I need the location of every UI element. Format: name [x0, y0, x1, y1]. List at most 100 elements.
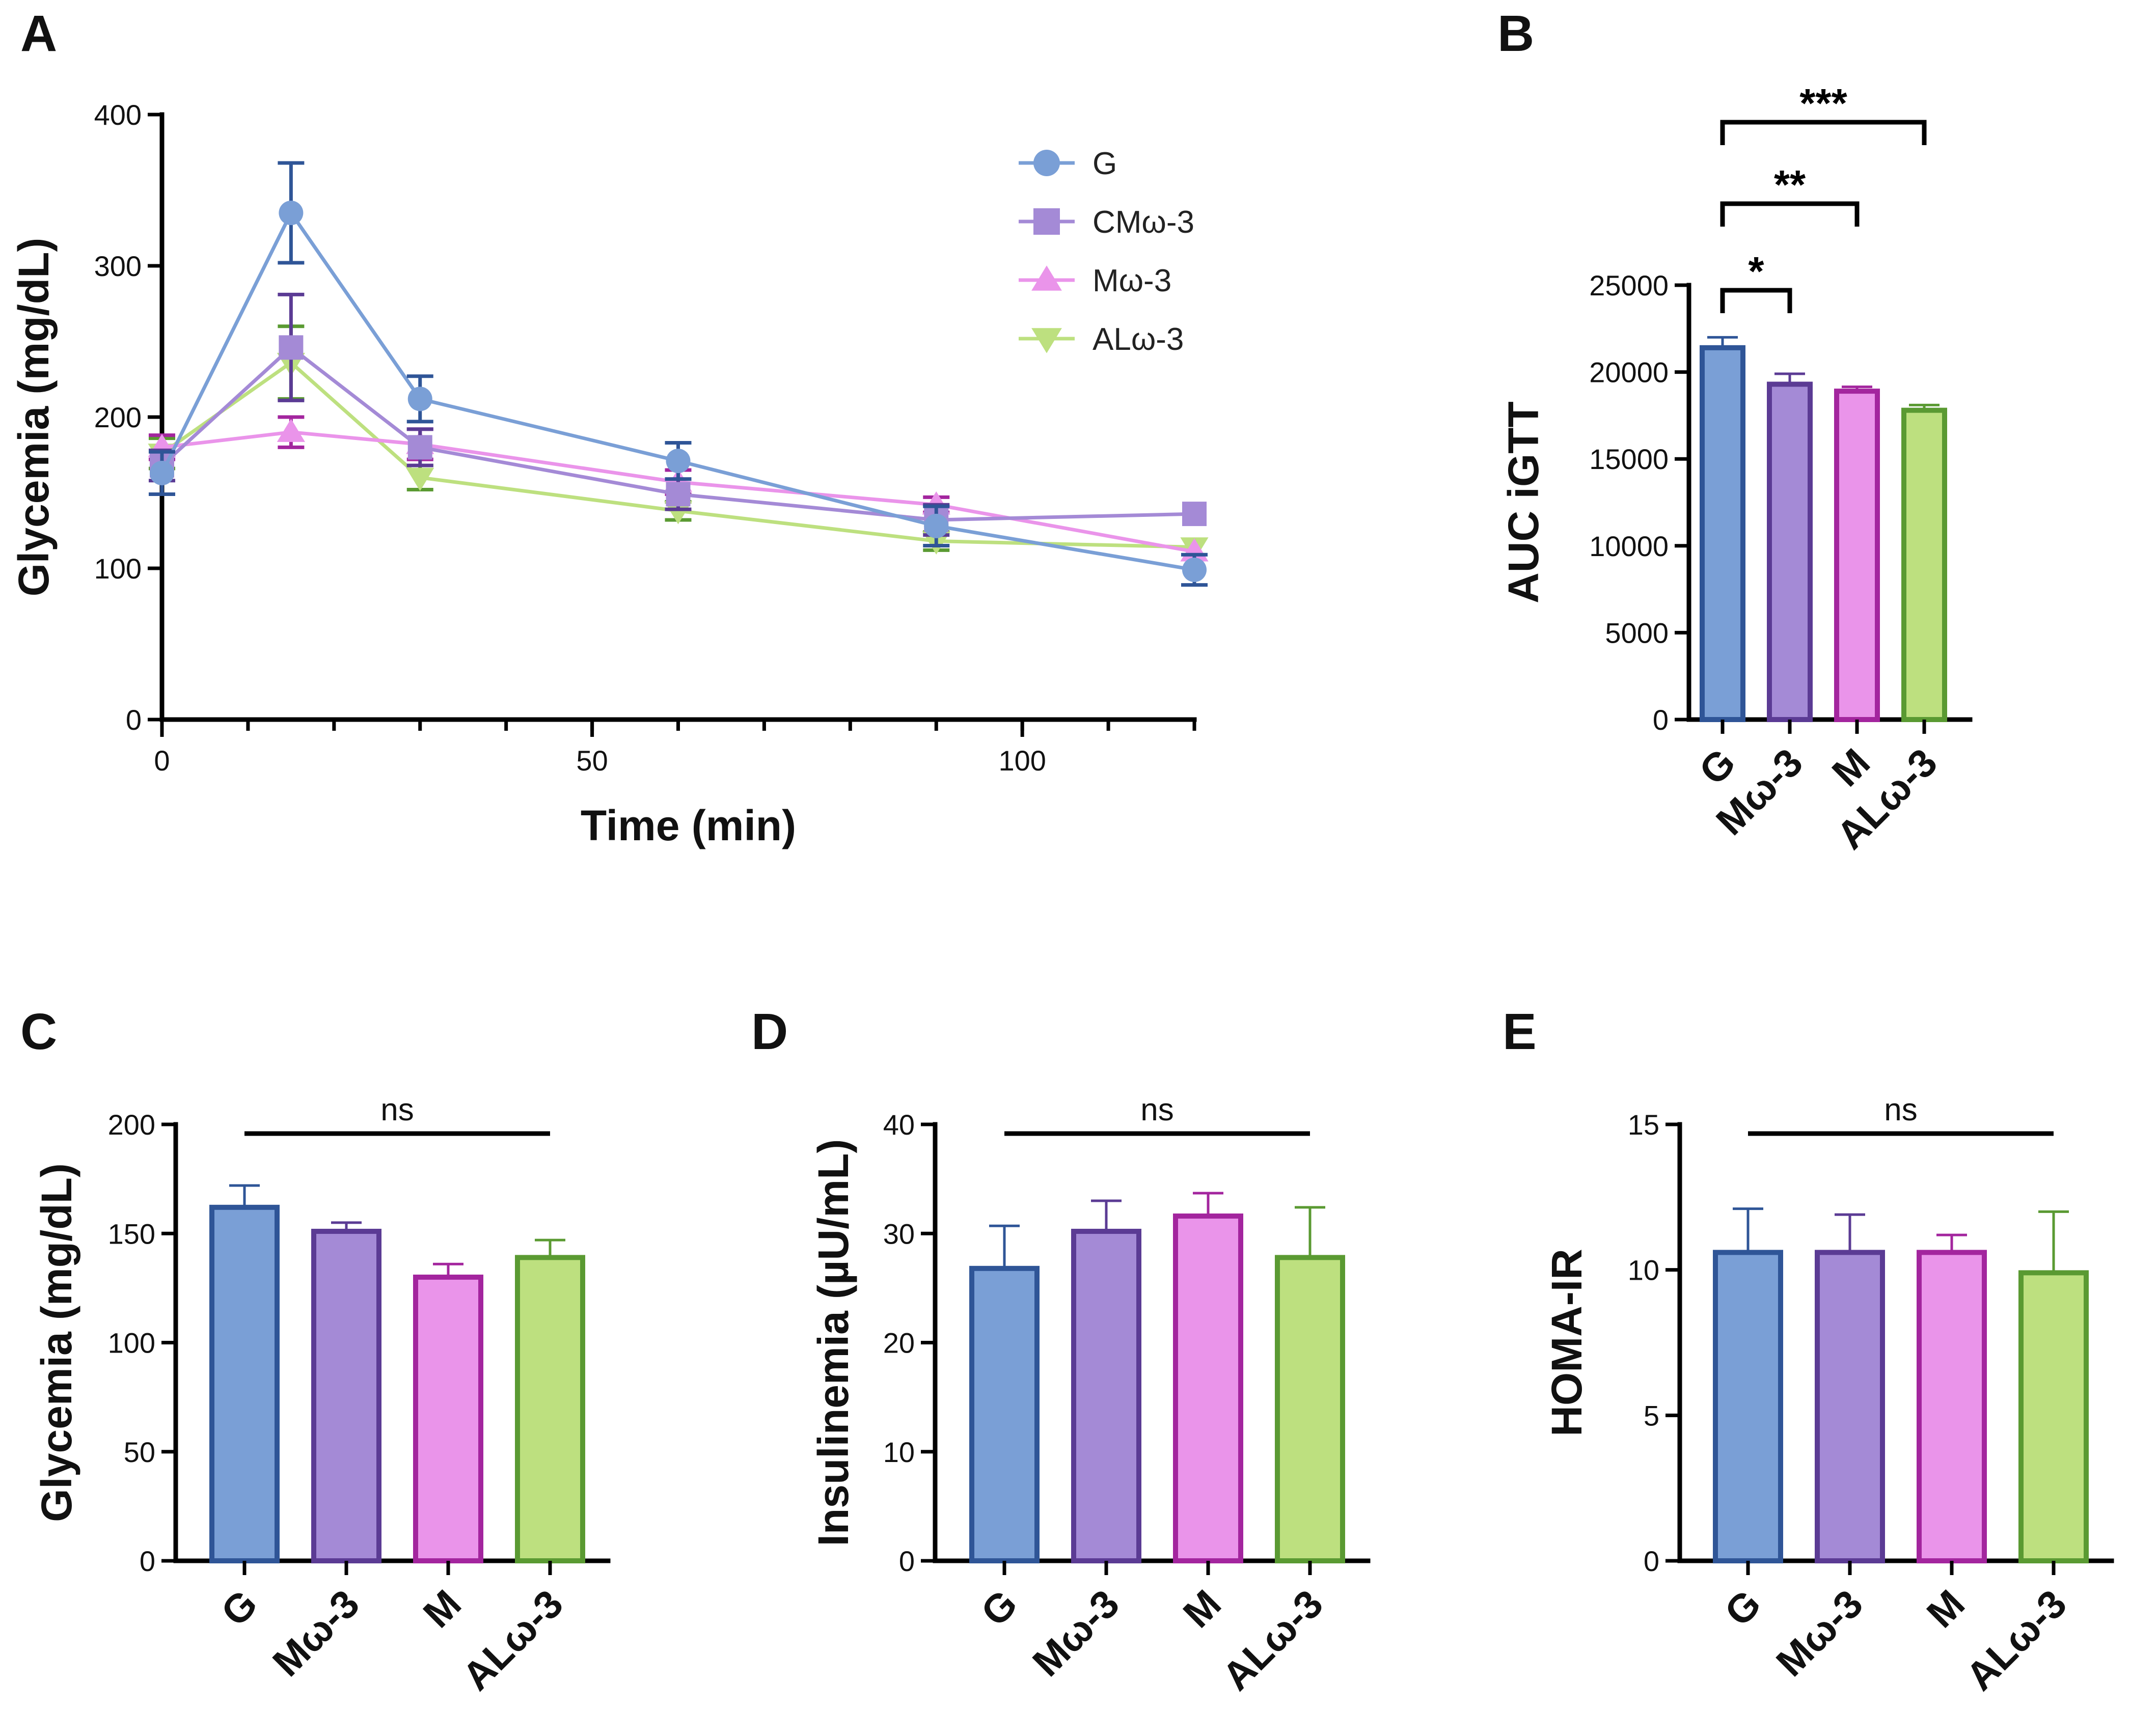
x-axis-title: Time (min): [581, 802, 796, 849]
data-point-triangle-up: [1031, 265, 1062, 291]
series-line: [160, 360, 1195, 549]
x-category-label: ALω-3: [454, 1581, 571, 1699]
data-point-triangle-down: [406, 467, 434, 491]
data-point-triangle-down: [1031, 328, 1062, 353]
x-category-label: ALω-3: [1214, 1581, 1331, 1699]
panel-letter-b: B: [1497, 5, 1534, 62]
y-tick-label: 10: [883, 1436, 915, 1468]
legend-item-CMw3: CMω-3: [1019, 205, 1194, 240]
panel-letter-d: D: [751, 1003, 788, 1060]
y-tick-label: 100: [94, 553, 142, 585]
bar-Mw3: [1173, 1213, 1243, 1563]
y-tick-label: 150: [108, 1218, 155, 1250]
data-point-square: [407, 435, 432, 460]
significance-bracket: [1720, 201, 1860, 227]
panel-d-bar-chart: D 0 10 20 30 40 Insulinemia (µU/mL) GMω-3 MALω-3…: [751, 1003, 1371, 1699]
bar-CMw3: [1071, 1228, 1141, 1564]
y-tick-label: 200: [108, 1109, 155, 1141]
x-tick-label: 50: [576, 745, 608, 777]
series-line: [161, 430, 1195, 554]
series-G: [149, 161, 1208, 587]
legend-item-Mw3: Mω-3: [1019, 263, 1171, 298]
legend-label: CMω-3: [1093, 205, 1194, 240]
bar-CMw3: [1767, 381, 1813, 722]
x-category-label: M: [1918, 1581, 1973, 1636]
ns-label: ns: [1884, 1092, 1917, 1127]
x-category-label: G: [972, 1581, 1026, 1635]
bar-G: [209, 1204, 280, 1564]
y-axis-title: HOMA-IR: [1543, 1249, 1591, 1437]
data-point-square: [1033, 208, 1060, 235]
y-tick-label: 0: [1644, 1545, 1659, 1577]
y-tick-label: 300: [94, 250, 142, 282]
y-tick-label: 15: [1628, 1109, 1659, 1141]
y-tick-label: 10000: [1589, 530, 1669, 562]
y-tick-label: 50: [124, 1436, 155, 1468]
data-point-square: [666, 482, 691, 507]
bar-ALw3: [1901, 407, 1947, 722]
data-point-circle: [150, 460, 174, 485]
ns-label: ns: [380, 1092, 414, 1127]
x-category-label: Mω-3: [1024, 1581, 1128, 1685]
y-axis-title: Glycemia (mg/dL): [33, 1163, 80, 1522]
panel-c-bar-chart: C 0 50 100 150 200 Glycemia (mg/dL) GMω-3 MALω-3…: [20, 1003, 611, 1699]
y-tick-label: 5: [1644, 1399, 1659, 1431]
data-point-triangle-down: [664, 501, 693, 525]
x-category-label: ALω-3: [1957, 1581, 2075, 1699]
y-tick-label: 0: [140, 1545, 155, 1577]
x-category-label: M: [1175, 1581, 1230, 1636]
x-category-label: Mω-3: [1767, 1581, 1871, 1685]
bar-Mw3: [413, 1274, 483, 1563]
significance-label: ***: [1799, 80, 1847, 126]
y-tick-label: 100: [108, 1327, 155, 1359]
x-category-label: G: [1716, 1581, 1769, 1635]
panel-a-line-chart: A 0 100 200 300 400 0 50 100 Time (min) Glycemia (…: [10, 5, 1209, 849]
x-category-label: M: [415, 1581, 470, 1636]
data-point-square: [279, 335, 304, 360]
y-tick-label: 0: [899, 1545, 915, 1577]
significance-label: **: [1774, 162, 1806, 207]
data-point-circle: [279, 201, 304, 226]
legend-item-G: G: [1019, 146, 1117, 181]
series-line: [160, 209, 1195, 572]
x-tick-label: 0: [154, 745, 170, 777]
y-axis-title: AUC iGTT: [1499, 401, 1547, 603]
data-point-circle: [407, 387, 432, 411]
significance-label: *: [1748, 249, 1764, 294]
x-category-label: G: [212, 1581, 266, 1635]
panel-letter-c: C: [20, 1003, 57, 1060]
y-tick-label: 15000: [1589, 443, 1669, 475]
legend-label: Mω-3: [1093, 263, 1171, 298]
data-point-circle: [666, 449, 691, 474]
significance-bracket: [1720, 120, 1927, 145]
legend: G CMω-3 Mω-3 ALω-3: [1019, 146, 1194, 357]
data-point-circle: [924, 513, 949, 538]
data-point-circle: [1182, 557, 1207, 582]
bar-G: [1713, 1250, 1783, 1564]
data-point-circle: [1033, 150, 1060, 176]
y-tick-label: 200: [94, 401, 142, 433]
x-category-label: Mω-3: [264, 1581, 368, 1685]
series-line: [160, 345, 1195, 522]
bar-G: [1700, 345, 1745, 722]
legend-item-ALw3: ALω-3: [1019, 322, 1184, 357]
y-tick-label: 0: [126, 704, 142, 736]
y-tick-label: 0: [1653, 704, 1669, 736]
bar-ALw3: [515, 1255, 585, 1563]
y-tick-label: 20: [883, 1327, 915, 1359]
y-tick-label: 400: [94, 99, 142, 131]
bar-ALw3: [2018, 1270, 2089, 1563]
data-point-triangle-up: [277, 419, 305, 442]
y-tick-label: 20000: [1589, 356, 1669, 389]
x-tick-label: 100: [998, 745, 1046, 777]
bar-CMw3: [311, 1228, 381, 1564]
legend-label: G: [1093, 146, 1117, 181]
y-axis-title: Insulinemia (µU/mL): [809, 1139, 857, 1547]
bar-CMw3: [1815, 1250, 1885, 1564]
bar-ALw3: [1275, 1255, 1345, 1563]
data-point-square: [1182, 502, 1207, 527]
y-axis-title: Glycemia (mg/dL): [10, 238, 58, 597]
